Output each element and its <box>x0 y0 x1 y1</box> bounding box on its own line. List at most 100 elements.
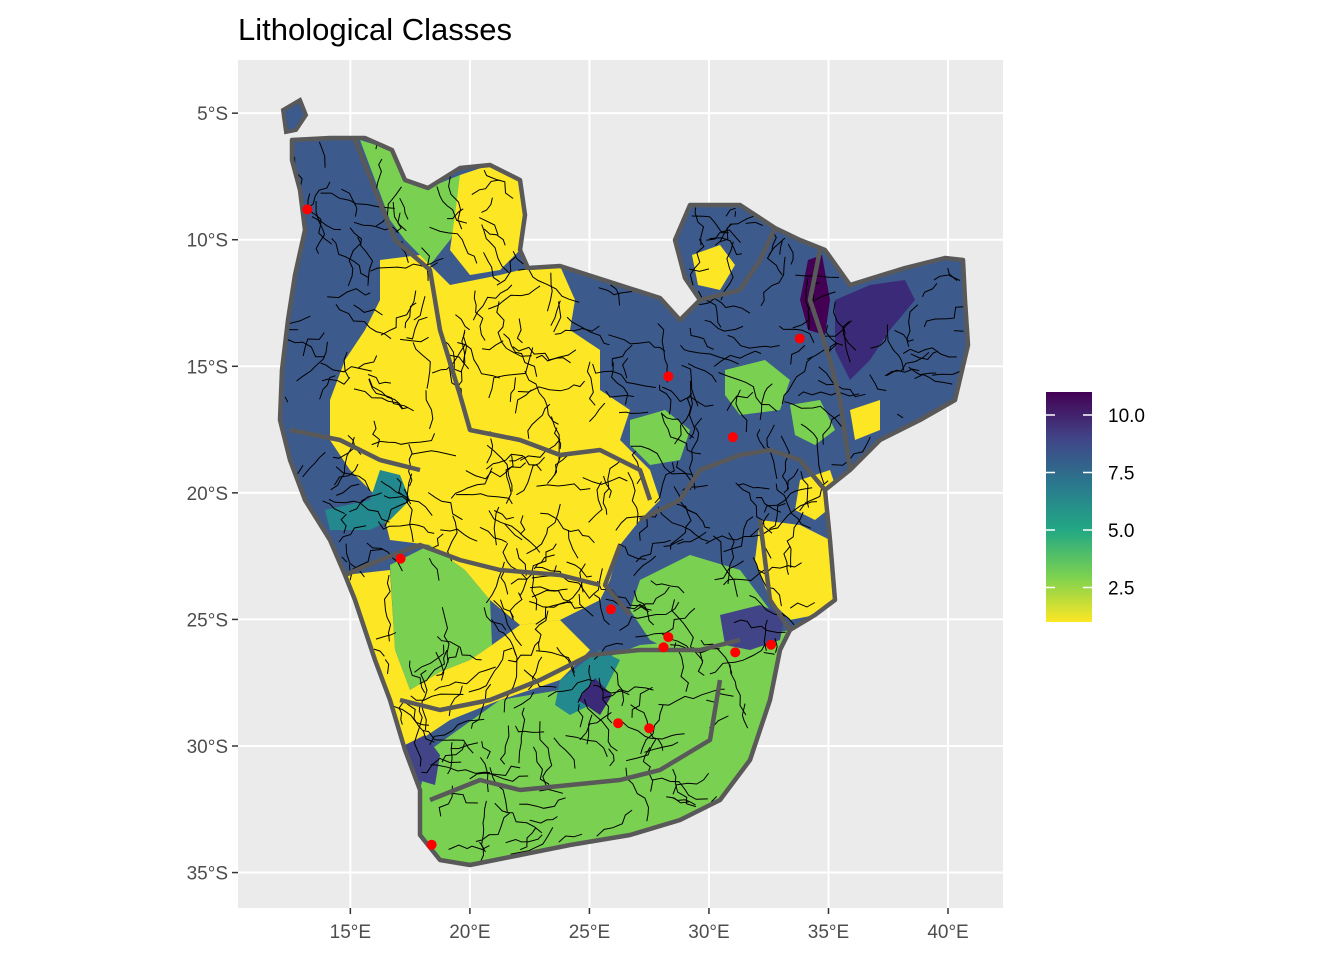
river-segment <box>488 510 541 553</box>
river-segment <box>635 539 671 563</box>
river-segment <box>341 556 348 563</box>
river-segment <box>608 334 666 352</box>
gauge-point <box>663 371 674 382</box>
river-segment <box>473 290 486 341</box>
river-segment <box>384 473 413 527</box>
river-segment <box>479 526 508 543</box>
river-segment <box>380 290 417 336</box>
river-segment <box>797 391 860 397</box>
river-segment <box>481 741 491 760</box>
river-segment <box>411 450 457 457</box>
river-segment <box>869 374 887 391</box>
river-segment <box>335 466 371 492</box>
river-segment <box>565 735 608 757</box>
gauge-points <box>302 204 805 850</box>
lithology-region-kalahari-green <box>390 545 492 690</box>
gauge-point <box>605 604 616 615</box>
river-segment <box>786 468 799 491</box>
river-segment <box>896 413 904 419</box>
river-segment <box>514 389 532 414</box>
river-segment <box>763 487 813 513</box>
gauge-point <box>658 642 669 653</box>
gauge-point <box>644 723 655 734</box>
river-segment <box>605 598 652 611</box>
river-segment <box>774 637 778 653</box>
river-segment <box>578 594 594 617</box>
river-segment <box>512 346 571 364</box>
colorbar <box>1046 392 1092 622</box>
river-segment <box>602 686 654 699</box>
river-segment <box>621 721 685 740</box>
river-segment <box>500 569 509 595</box>
river-segment <box>413 296 426 321</box>
river-segment <box>360 492 382 504</box>
river-segment <box>481 197 493 213</box>
river-segment <box>338 525 367 543</box>
basin-boundaries <box>277 135 971 868</box>
river-segment <box>505 834 543 844</box>
lithology-region-zambezi-green <box>725 360 790 415</box>
river-segment <box>499 725 510 765</box>
river-segment <box>759 383 773 420</box>
river-segment <box>516 318 523 344</box>
river-segment <box>449 354 470 370</box>
river-segment <box>479 757 489 793</box>
river-segment <box>602 459 623 515</box>
river-segment <box>657 506 709 542</box>
river-segment <box>502 542 528 597</box>
river-segment <box>413 703 423 767</box>
river-segment <box>625 739 657 762</box>
river-segment <box>510 827 554 855</box>
river-segment <box>729 664 747 716</box>
river-segment <box>688 380 696 430</box>
gauge-point <box>794 333 805 344</box>
river-segment <box>687 363 717 383</box>
river-segment <box>727 334 780 349</box>
river-segment <box>718 372 778 412</box>
river-segment <box>517 380 585 393</box>
river-segment <box>556 647 576 677</box>
river-segment <box>509 377 516 402</box>
river-segment <box>322 500 346 515</box>
river-segment <box>450 467 493 499</box>
river-segment <box>658 688 725 706</box>
river-segment <box>738 483 770 490</box>
river-segment <box>725 207 736 217</box>
basin-divide-5 <box>429 679 723 803</box>
river-segment <box>477 765 521 777</box>
river-segment <box>635 607 696 638</box>
river-segment <box>395 212 402 233</box>
lithology-region-south-green <box>420 630 790 865</box>
river-segment <box>790 344 806 365</box>
lithology-region-malawi-purple <box>835 280 915 380</box>
river-segment <box>512 250 524 265</box>
river-segment <box>769 503 786 530</box>
river-segment <box>627 471 639 524</box>
river-segment <box>400 336 429 343</box>
river-segment <box>553 301 562 333</box>
river-segment <box>334 463 359 486</box>
river-segment <box>410 693 464 701</box>
river-segment <box>343 351 350 379</box>
river-segment <box>447 515 458 562</box>
river-segment <box>709 642 771 675</box>
river-segment <box>760 256 786 307</box>
river-segment <box>713 350 762 367</box>
x-tick-label: 25°E <box>569 922 610 943</box>
river-segment <box>529 601 573 608</box>
basin-divide-8 <box>699 227 778 303</box>
river-segment <box>425 390 434 430</box>
river-segment <box>435 651 445 681</box>
river-segment <box>399 197 409 220</box>
river-segment <box>689 327 714 350</box>
river-segment <box>554 325 600 335</box>
river-segment <box>805 278 810 330</box>
river-segment <box>800 423 825 484</box>
river-segment <box>593 594 610 626</box>
river-segment <box>546 272 553 312</box>
river-segment <box>305 181 331 210</box>
river-segment <box>735 482 773 534</box>
river-segment <box>566 561 592 578</box>
river-segment <box>588 481 603 523</box>
river-segment <box>332 446 356 459</box>
